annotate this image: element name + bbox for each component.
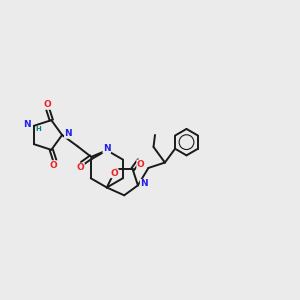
Text: N: N: [140, 179, 148, 188]
Text: H: H: [35, 126, 41, 132]
Text: O: O: [137, 160, 145, 169]
Text: O: O: [50, 161, 57, 170]
Text: O: O: [44, 100, 52, 109]
Text: O: O: [76, 163, 84, 172]
Text: N: N: [103, 144, 111, 153]
Text: N: N: [64, 129, 72, 138]
Text: N: N: [23, 120, 30, 129]
Text: O: O: [110, 169, 118, 178]
